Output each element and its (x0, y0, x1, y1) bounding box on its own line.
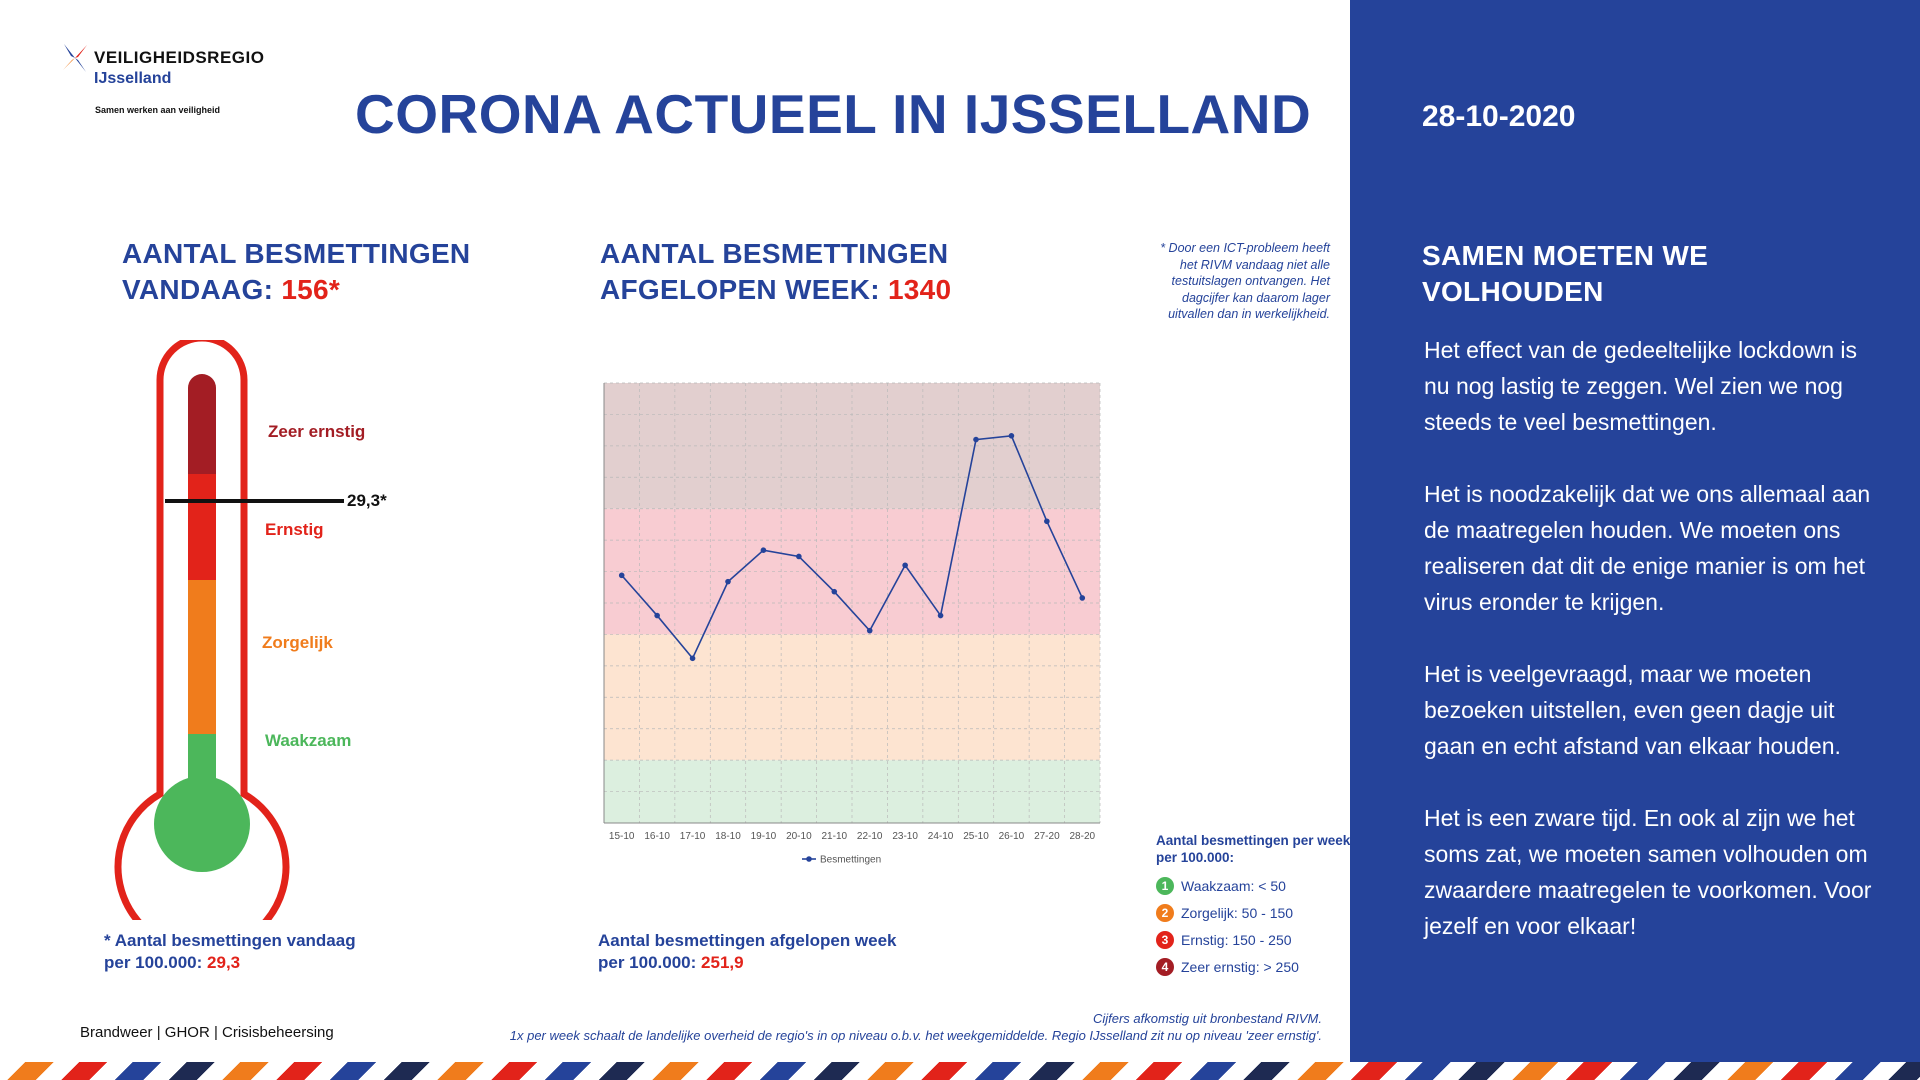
data-point (725, 578, 731, 585)
data-point (760, 547, 767, 553)
panel-paragraph: Het is veelgevraagd, maar we moeten bezo… (1424, 661, 1841, 759)
week-heading: AANTAL BESMETTINGEN AFGELOPEN WEEK: 1340 (600, 236, 951, 308)
x-tick-label: 19-10 (751, 831, 777, 842)
data-point (831, 588, 838, 595)
x-tick-label: 21-10 (821, 831, 847, 842)
data-point (796, 553, 802, 560)
week-per100: Aantal besmettingen afgelopen week per 1… (598, 930, 897, 974)
week-heading-line1: AANTAL BESMETTINGEN (600, 238, 949, 269)
page-title: CORONA ACTUEEL IN IJSSELLAND (355, 83, 1312, 145)
data-point (937, 612, 944, 619)
x-tick-label: 24-10 (928, 831, 954, 842)
x-tick-label: 28-20 (1069, 831, 1095, 842)
x-tick-label: 15-10 (609, 831, 635, 842)
panel-paragraph: Het is noodzakelijk dat we ons allemaal … (1424, 481, 1871, 615)
data-point (902, 562, 908, 569)
levels-legend: Aantal besmettingen per week per 100.000… (1156, 832, 1356, 980)
week-per100-value: 251,9 (701, 953, 744, 972)
today-heading-line2: VANDAAG: 156* (122, 272, 470, 308)
today-heading: AANTAL BESMETTINGEN VANDAAG: 156* (122, 236, 470, 308)
thermometer-segment-zeer-ernstig (188, 374, 216, 474)
thermometer (114, 340, 344, 920)
line-chart: 15-10 16-10 17-10 18-10 19-10 20-10 21-10 22-10… (603, 382, 1101, 866)
footer-note-line1: Cijfers afkomstig uit bronbestand RIVM. (1092, 1011, 1322, 1026)
today-per100: * Aantal besmettingen vandaag per 100.00… (104, 930, 356, 974)
thermometer-segment-zorgelijk (188, 580, 216, 734)
today-count: 156* (281, 274, 341, 305)
ict-note: * Door een ICT-probleem heeft het RIVM v… (1160, 241, 1330, 321)
week-heading-prefix: AFGELOPEN WEEK: (600, 274, 880, 305)
data-point (973, 436, 979, 443)
panel-paragraph: Het is een zware tijd. En ook al zijn we… (1424, 805, 1872, 939)
data-point (1044, 518, 1050, 525)
legend-series-label: Besmettingen (820, 855, 881, 866)
logo-name: VEILIGHEIDSREGIO (94, 48, 265, 67)
level-label-ernstig: Ernstig (265, 520, 324, 539)
level-label-waakzaam: Waakzaam (265, 731, 352, 750)
decorative-stripe (0, 1062, 1920, 1080)
legend-item: 1 Waakzaam: < 50 (1156, 872, 1356, 899)
legend-item: 3 Ernstig: 150 - 250 (1156, 926, 1356, 953)
legend-item-text: Zorgelijk: 50 - 150 (1181, 904, 1294, 921)
legend-swatch-marker (806, 856, 812, 862)
footer-note-line2: 1x per week schaalt de landelijke overhe… (509, 1028, 1322, 1043)
x-tick-label: 22-10 (857, 831, 883, 842)
thermometer-marker-label: 29,3* (347, 491, 387, 510)
thermometer-segment-ernstig (188, 474, 216, 580)
logo-tagline: Samen werken aan veiligheid (95, 105, 221, 115)
info-panel (1350, 0, 1920, 1062)
logo-region: IJsselland (94, 70, 172, 87)
week-per100-prefix: per 100.000: (598, 953, 697, 972)
panel-paragraph: Het effect van de gedeeltelijke lockdown… (1424, 337, 1858, 435)
panel-heading-line1: SAMEN MOETEN WE (1422, 240, 1709, 271)
data-point (654, 612, 660, 619)
x-tick-label: 23-10 (892, 831, 918, 842)
level-label-zeer-ernstig: Zeer ernstig (268, 422, 366, 441)
x-tick-label: 27-20 (1034, 831, 1060, 842)
x-tick-label: 26-10 (999, 831, 1025, 842)
x-tick-label: 25-10 (963, 831, 989, 842)
x-tick-label: 18-10 (715, 831, 741, 842)
report-date: 28-10-2020 (1422, 100, 1576, 133)
panel-heading: SAMEN MOETEN WE VOLHOUDEN (1422, 238, 1862, 310)
today-per100-prefix: per 100.000: (104, 953, 203, 972)
week-count: 1340 (887, 274, 952, 305)
legend-number-badge: 2 (1156, 903, 1174, 922)
data-point (1079, 595, 1086, 601)
today-per100-line1: * Aantal besmettingen vandaag (104, 931, 356, 950)
today-per100-value: 29,3 (207, 953, 241, 972)
thermometer-segment-waakzaam (188, 734, 216, 830)
legend-number-badge: 1 (1156, 876, 1174, 895)
footer-organisations: Brandweer | GHOR | Crisisbeheersing (80, 1024, 334, 1041)
series-line (621, 434, 1084, 660)
logo-star-icon (63, 44, 87, 72)
legend-item-text: Waakzaam: < 50 (1181, 877, 1286, 894)
legend-item-text: Zeer ernstig: > 250 (1181, 958, 1299, 975)
footer-source-note: Cijfers afkomstig uit bronbestand RIVM. … (400, 1010, 1322, 1044)
data-point (866, 627, 873, 634)
panel-text: Het effect van de gedeeltelijke lockdown… (1424, 332, 1880, 944)
legend-item: 4 Zeer ernstig: > 250 (1156, 953, 1356, 980)
panel-heading-line2: VOLHOUDEN (1422, 276, 1604, 307)
data-point (618, 572, 625, 579)
today-heading-prefix: VANDAAG: (122, 274, 274, 305)
legend-title: Aantal besmettingen per week per 100.000… (1156, 833, 1351, 865)
data-point (689, 655, 696, 662)
week-heading-line2: AFGELOPEN WEEK: 1340 (600, 272, 951, 308)
week-per100-line1: Aantal besmettingen afgelopen week (598, 931, 897, 950)
x-tick-label: 16-10 (644, 831, 670, 842)
level-label-zorgelijk: Zorgelijk (262, 633, 333, 652)
today-heading-line1: AANTAL BESMETTINGEN (122, 238, 471, 269)
legend-number-badge: 3 (1156, 930, 1174, 949)
data-point (1008, 433, 1015, 439)
legend-item-text: Ernstig: 150 - 250 (1181, 931, 1292, 948)
legend-number-badge: 4 (1156, 957, 1174, 976)
legend-item: 2 Zorgelijk: 50 - 150 (1156, 899, 1356, 926)
x-tick-label: 17-10 (680, 831, 706, 842)
x-tick-label: 20-10 (786, 831, 812, 842)
